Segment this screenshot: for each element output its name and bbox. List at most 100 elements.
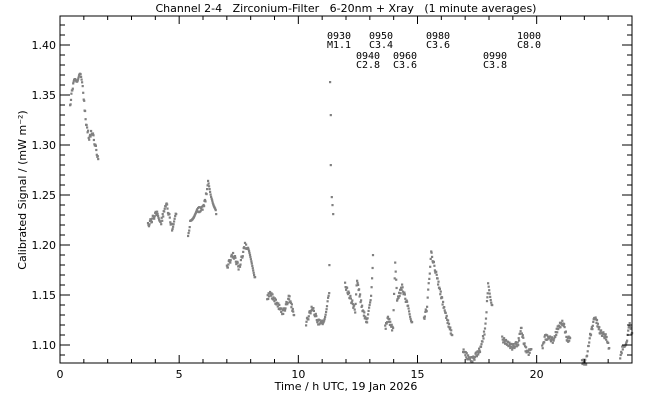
- data-point: [541, 344, 544, 347]
- data-point: [80, 75, 83, 78]
- data-point: [480, 343, 483, 346]
- data-point: [513, 346, 516, 350]
- data-point: [87, 136, 90, 140]
- data-point: [211, 199, 214, 202]
- data-point: [356, 279, 359, 282]
- data-point: [196, 208, 199, 211]
- data-point: [327, 294, 330, 297]
- data-point: [444, 311, 447, 314]
- data-point: [489, 298, 492, 302]
- data-point: [291, 307, 294, 311]
- data-point: [443, 309, 446, 312]
- data-point: [206, 184, 209, 187]
- data-point: [488, 289, 491, 292]
- data-point: [621, 345, 624, 348]
- data-point: [446, 321, 449, 325]
- data-point: [448, 328, 451, 331]
- data-point: [438, 286, 441, 289]
- data-point: [468, 358, 472, 361]
- data-point: [280, 307, 283, 310]
- data-point: [161, 213, 164, 216]
- data-point: [586, 350, 589, 353]
- data-point: [305, 324, 308, 327]
- data-point: [474, 351, 478, 354]
- data-point: [352, 306, 355, 309]
- data-point: [77, 77, 80, 80]
- data-point: [168, 213, 171, 216]
- data-point: [557, 328, 560, 331]
- data-point: [351, 299, 354, 302]
- data-point: [187, 232, 190, 235]
- data-point: [503, 337, 506, 340]
- data-point: [254, 276, 257, 279]
- x-axis-label: Time / h UTC, 19 Jan 2026: [274, 380, 418, 393]
- data-point: [326, 300, 329, 303]
- data-point: [344, 281, 347, 284]
- data-point: [484, 322, 487, 325]
- data-point: [487, 282, 490, 285]
- data-point: [363, 311, 366, 314]
- data-point: [370, 286, 373, 289]
- data-point: [248, 253, 252, 257]
- data-point: [214, 209, 217, 212]
- data-point: [551, 341, 554, 344]
- data-point: [286, 303, 289, 306]
- data-point: [308, 310, 311, 313]
- data-point: [160, 223, 163, 226]
- data-point: [550, 336, 553, 339]
- data-point: [188, 226, 191, 229]
- data-point: [627, 326, 630, 329]
- data-point: [411, 321, 414, 324]
- data-point: [465, 352, 468, 355]
- data-point: [248, 251, 251, 255]
- data-point: [384, 324, 387, 327]
- data-point: [79, 73, 82, 76]
- data-point: [76, 79, 79, 82]
- data-point: [432, 261, 435, 264]
- data-point: [349, 297, 352, 300]
- data-point: [502, 341, 505, 344]
- data-point: [451, 334, 454, 337]
- data-point: [604, 333, 607, 336]
- data-point: [206, 188, 209, 191]
- data-point: [329, 81, 332, 84]
- data-point: [347, 291, 351, 295]
- data-point: [427, 288, 430, 291]
- data-point: [398, 294, 401, 298]
- data-point: [630, 326, 633, 330]
- data-point: [247, 248, 250, 251]
- data-point: [323, 317, 326, 321]
- data-point: [552, 339, 555, 342]
- data-point: [505, 343, 509, 346]
- data-point: [428, 272, 431, 275]
- data-point: [95, 148, 98, 152]
- data-point: [284, 303, 287, 306]
- flare-class-label: C2.8: [356, 60, 380, 71]
- data-point: [555, 333, 558, 337]
- data-point: [506, 341, 509, 344]
- data-point: [325, 305, 329, 308]
- data-point: [211, 201, 214, 204]
- data-point: [464, 354, 467, 357]
- data-point: [430, 250, 433, 253]
- data-point: [350, 301, 353, 304]
- data-point: [387, 320, 391, 323]
- data-point: [278, 303, 281, 307]
- data-point: [309, 312, 312, 315]
- data-point: [151, 217, 154, 220]
- flare-class-label: C3.8: [483, 60, 507, 71]
- data-point: [369, 299, 372, 302]
- data-point: [232, 251, 235, 255]
- data-point: [90, 129, 93, 133]
- data-point: [396, 298, 399, 301]
- data-point: [566, 337, 569, 340]
- data-point: [94, 144, 97, 147]
- data-point: [354, 311, 357, 314]
- data-point: [310, 305, 313, 308]
- data-point: [398, 291, 401, 294]
- data-point: [441, 303, 444, 306]
- data-point: [81, 81, 84, 84]
- data-point: [525, 346, 528, 349]
- data-point: [71, 89, 74, 92]
